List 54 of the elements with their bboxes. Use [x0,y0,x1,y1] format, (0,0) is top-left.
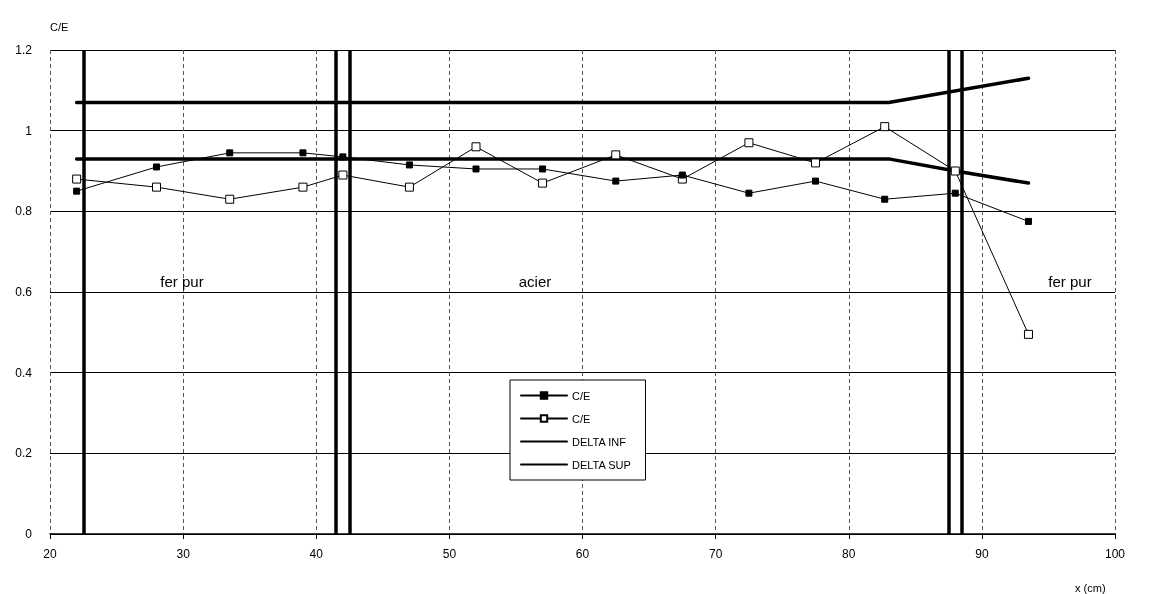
legend-label: DELTA SUP [572,458,631,471]
x-tick-label: 30 [176,547,191,561]
point [471,142,481,152]
point [538,178,548,188]
point [299,149,307,157]
point [810,158,820,168]
x-tick-label: 60 [575,547,590,561]
y-tick-label: 0 [25,527,33,541]
point [611,150,621,160]
x-tick-label: 90 [975,547,989,561]
y-axis-title: C/E [50,20,69,33]
point [1023,329,1033,339]
annotation: fer pur [1048,273,1092,290]
point [745,189,753,197]
legend-label: C/E [572,412,591,425]
point [339,153,347,161]
point [153,163,160,171]
point [880,122,890,132]
y-tick-label: 0.8 [15,204,33,219]
y-tick-label: 0.4 [15,365,33,380]
point [405,161,413,169]
legend-label: C/E [572,389,591,402]
legend-label: DELTA INF [572,435,627,448]
y-tick-label: 0.2 [15,446,33,461]
x-tick-label: 20 [43,547,57,561]
y-tick-label: 1 [25,123,33,138]
point [678,171,686,179]
annotation: fer pur [160,273,204,290]
x-tick-label: 50 [442,547,457,561]
x-tick-label: 100 [1104,547,1126,561]
point [612,177,620,185]
point [881,195,889,203]
point [298,182,308,192]
y-tick-label: 0.6 [15,285,33,299]
x-tick-label: 40 [309,547,324,561]
annotation: acier [518,273,552,290]
point [152,182,161,192]
point [950,166,960,176]
point [539,165,547,173]
point [72,174,82,184]
point [811,177,819,185]
y-tick-label: 1.2 [15,43,33,57]
point [73,187,81,195]
point [338,170,348,180]
point [951,189,959,197]
point [404,182,414,192]
point [472,165,480,173]
point [226,149,234,157]
point [1024,217,1032,225]
x-axis-title: x (cm) [1075,581,1106,594]
point [744,138,754,148]
x-tick-label: 80 [842,547,856,561]
x-tick-label: 70 [708,547,723,561]
point [225,194,235,204]
